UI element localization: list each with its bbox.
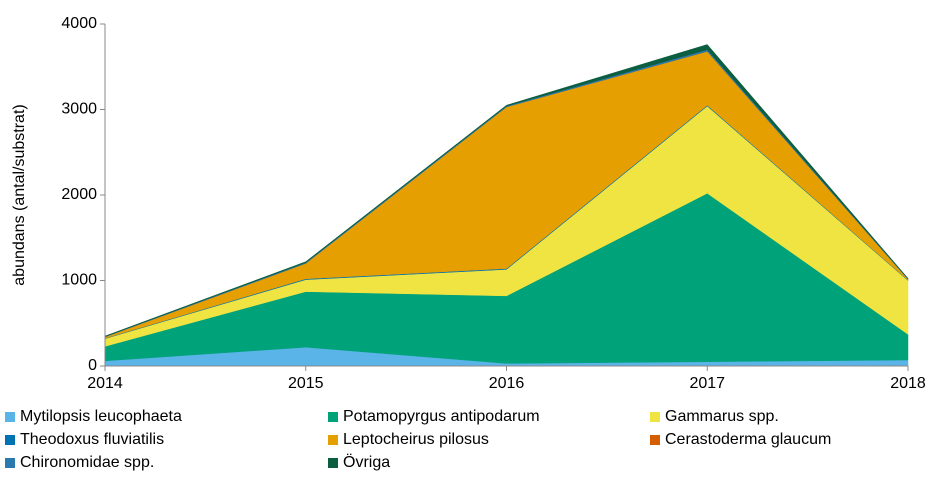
legend-swatch (328, 435, 338, 445)
x-tick-label: 2017 (689, 375, 725, 392)
x-tick-label: 2014 (87, 375, 123, 392)
legend-label: Potamopyrgus antipodarum (343, 408, 540, 425)
legend-swatch (5, 458, 15, 468)
legend-swatch (5, 412, 15, 422)
legend-label: Gammarus spp. (665, 408, 779, 425)
y-tick-label: 4000 (61, 15, 97, 32)
x-tick-label: 2015 (288, 375, 324, 392)
y-tick-label: 1000 (61, 272, 97, 289)
legend-swatch (328, 412, 338, 422)
y-tick-label: 3000 (61, 101, 97, 118)
legend-label: Leptocheirus pilosus (343, 431, 489, 448)
x-tick-label: 2018 (890, 375, 926, 392)
legend-label: Övriga (343, 453, 390, 471)
y-tick-label: 0 (88, 357, 97, 374)
legend-label: Cerastoderma glaucum (665, 431, 831, 448)
legend-swatch (650, 435, 660, 445)
area (104, 44, 909, 337)
legend-label: Mytilopsis leucophaeta (20, 408, 182, 425)
y-tick-label: 2000 (61, 186, 97, 203)
legend-label: Chironomidae spp. (20, 454, 154, 471)
legend-label: Theodoxus fluviatilis (20, 431, 164, 448)
legend-swatch (650, 412, 660, 422)
legend-swatch (328, 458, 338, 468)
x-tick-label: 2016 (489, 375, 525, 392)
y-axis-label: abundans (antal/substrat) (11, 104, 28, 285)
legend-swatch (5, 435, 15, 445)
